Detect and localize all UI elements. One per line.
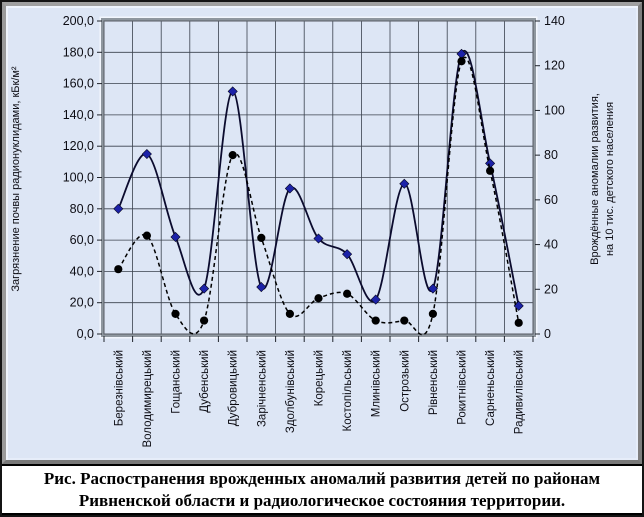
right-axis-tick-label: 100 [544,103,565,117]
left-axis-tick-label: 200,0 [63,14,94,28]
category-label: Володимирецький [142,350,154,448]
category-label: Дубровицький [228,350,240,426]
series-anomalies-marker [457,57,466,66]
category-label: Рокитнівський [457,350,469,425]
series-soil-marker [284,183,295,194]
series-anomalies-marker [514,318,523,327]
right-axis-tick-label: 40 [544,238,558,252]
left-axis-tick-label: 140,0 [63,108,94,122]
series-anomalies-marker [428,309,437,318]
right-axis-tick-label: 20 [544,282,558,296]
left-axis-tick-label: 20,0 [70,296,94,310]
category-label: Сарненьський [485,350,497,426]
series-anomalies-marker [285,309,294,318]
plot-area-frame [101,18,536,337]
category-label: Гощанський [171,350,183,414]
left-axis-tick-label: 180,0 [63,45,94,59]
series-anomalies-marker [200,316,209,325]
category-label: Радивилівський [514,350,526,434]
right-axis-tick-label: 60 [544,193,558,207]
category-label: Острозький [399,350,411,412]
left-axis-tick-label: 80,0 [70,202,94,216]
chart-plot-area: 0,0 20,0 40,0 60,0 80,0 100,0 120,0 140,0 160,0 1… [63,14,565,448]
caption-line-1: Рис. Распостранения врожденных аномалий … [43,469,601,488]
series-anomalies-marker [257,233,266,242]
right-axis-tick-label: 80 [544,148,558,162]
series-anomalies-marker [171,309,180,318]
right-axis-title-line2: на 10 тис. детского населения [604,102,616,256]
category-label: Корецький [314,350,326,406]
left-axis-tick-label: 120,0 [63,139,94,153]
series-soil-line [117,50,520,306]
left-axis-title: Загрязнение почвы радионуклидами, кБк/м² [10,66,22,292]
caption-line-2: Ривненской области и радиологическое сос… [78,491,566,510]
series-soil-marker [342,249,353,260]
series-soil-marker [485,158,496,169]
chart-frame: 0,0 20,0 40,0 60,0 80,0 100,0 120,0 140,0 160,0 1… [2,2,642,464]
series-soil-marker [313,233,324,244]
series-soil-marker [370,294,381,305]
series-anomalies-marker [343,289,352,298]
series-anomalies-marker [400,316,409,325]
left-axis-tick-label: 100,0 [63,171,94,185]
category-label: Млинівський [371,350,383,417]
series-soil-marker [170,231,181,242]
chart-canvas: 0,0 20,0 40,0 60,0 80,0 100,0 120,0 140,0 160,0 1… [10,14,616,448]
category-label: Рівненський [428,350,440,415]
series-soil-marker [427,283,438,294]
series-anomalies-marker [486,166,495,175]
right-axis-tick-label: 140 [544,14,565,28]
series-anomalies-marker [142,231,151,240]
category-label: Костопільський [342,350,354,431]
series-soil-marker [227,86,238,97]
left-axis-tick-label: 160,0 [63,77,94,91]
series-anomalies-line [117,56,520,336]
right-axis-tick-label: 120 [544,59,565,73]
left-axis-tick-label: 0,0 [77,327,94,341]
plot-area-border [103,20,534,335]
series-soil-marker [256,282,267,293]
category-label: Дубенський [199,350,211,413]
series-soil-marker [399,178,410,189]
series-soil-marker [141,149,152,160]
series-anomalies-marker [371,316,380,325]
right-axis-tick-label: 0 [544,327,551,341]
series-soil-marker [199,283,210,294]
figure-caption: Рис. Распостранения врожденных аномалий … [2,464,642,515]
right-axis-title-line1: Врождённые аномалии развития, [589,93,601,265]
category-label: Здолбунівський [285,350,297,433]
series-anomalies-marker [228,151,237,160]
series-anomalies-marker [314,294,323,303]
category-label: Зарічненський [256,350,268,427]
series-soil-marker [113,203,124,214]
left-axis-tick-label: 60,0 [70,233,94,247]
series-anomalies-marker [114,265,123,274]
category-label: Березнівський [113,350,125,426]
left-axis-tick-label: 40,0 [70,264,94,278]
